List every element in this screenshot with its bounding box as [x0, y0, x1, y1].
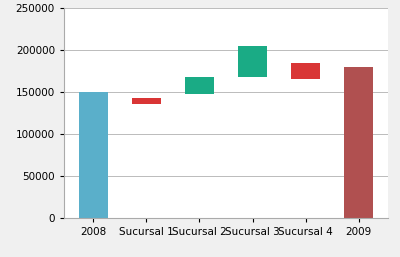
Bar	[344, 67, 373, 218]
Bar	[238, 46, 267, 77]
Bar	[185, 77, 214, 94]
Bar	[291, 62, 320, 79]
Bar	[79, 92, 108, 218]
Bar	[132, 98, 161, 104]
